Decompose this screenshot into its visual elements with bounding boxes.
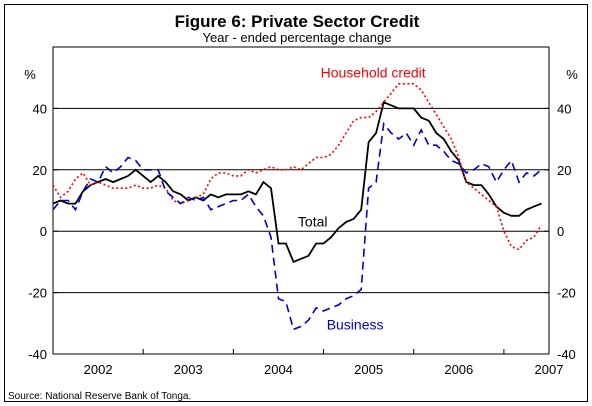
y-tick-label-right: 20 xyxy=(557,163,571,178)
series-annotations: Household credit Total Business xyxy=(298,65,426,333)
x-axis: 2002 2003 2004 2005 2006 2007 xyxy=(52,349,564,377)
series-line-household xyxy=(52,83,543,251)
y-tick-label-right: -40 xyxy=(557,347,576,362)
plot-area xyxy=(52,46,550,355)
chart-frame: Figure 6: Private Sector Credit Year - e… xyxy=(4,4,588,402)
y-tick-label-right: 40 xyxy=(557,101,571,116)
y-tick-label-left: 40 xyxy=(33,101,47,116)
annotation-total: Total xyxy=(298,214,328,230)
gridlines xyxy=(53,107,549,294)
annotation-household: Household credit xyxy=(321,65,426,81)
source-note: Source: National Reserve Bank of Tonga. xyxy=(8,391,191,402)
y-tick-label-left: -40 xyxy=(28,347,47,362)
y-tick-label-left: 0 xyxy=(40,224,47,239)
x-tick-label: 2003 xyxy=(174,362,203,377)
chart-title: Figure 6: Private Sector Credit xyxy=(175,12,420,31)
x-tick-label: 2004 xyxy=(264,362,293,377)
series-line-total xyxy=(52,101,542,264)
y-tick-label-left: -20 xyxy=(28,286,47,301)
x-tick-label: 2006 xyxy=(444,362,473,377)
y-tick-label-right: 0 xyxy=(557,224,564,239)
line-chart: Figure 6: Private Sector Credit Year - e… xyxy=(8,12,578,402)
series-line-business xyxy=(52,121,543,331)
y-axis: -40 -40 -20 -20 0 0 20 20 40 40 xyxy=(28,101,576,362)
x-tick-label: 2007 xyxy=(535,362,564,377)
series-lines xyxy=(52,83,543,331)
y-tick-label-right: -20 xyxy=(557,286,576,301)
y-tick-label-left: 20 xyxy=(33,163,47,178)
left-axis-unit: % xyxy=(24,67,36,82)
x-tick-label: 2005 xyxy=(354,362,383,377)
chart-subtitle: Year - ended percentage change xyxy=(203,30,392,45)
x-tick-label: 2002 xyxy=(84,362,113,377)
right-axis-unit: % xyxy=(566,67,578,82)
annotation-business: Business xyxy=(327,316,384,332)
